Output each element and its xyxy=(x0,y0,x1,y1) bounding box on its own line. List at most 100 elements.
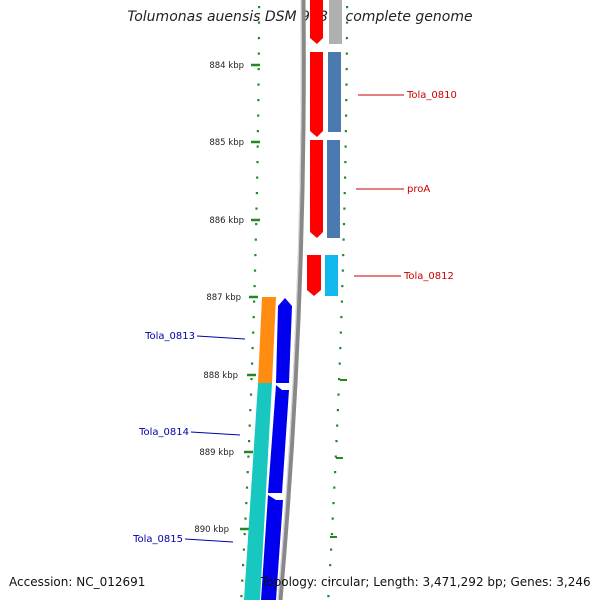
scale-dot xyxy=(345,21,349,24)
scale-dot xyxy=(243,533,246,536)
genome-summary-text: Topology: circular; Length: 3,471,292 bp… xyxy=(261,575,591,589)
plus-strand-cds xyxy=(307,0,323,296)
gene-feature-plus[interactable] xyxy=(307,255,321,296)
scale-ticks: 884 kbp 885 kbp 886 kbp 887 kbp 888 kbp … xyxy=(194,61,347,538)
scale-dot xyxy=(345,83,348,86)
scale-dot xyxy=(344,145,347,148)
scale-tick-label: 884 kbp xyxy=(209,61,244,71)
minus-strand-tracks xyxy=(244,297,292,600)
scale-dot xyxy=(257,52,260,55)
gene-label[interactable]: Tola_0815 xyxy=(132,534,183,545)
callout-line xyxy=(190,431,241,436)
scale-dot xyxy=(337,393,340,396)
scale-dot xyxy=(344,130,347,133)
scale-dot xyxy=(345,37,348,40)
scale-dot xyxy=(241,579,244,582)
scale-dot xyxy=(252,331,255,334)
scale-dot xyxy=(345,52,348,55)
scale-dot xyxy=(247,455,250,458)
scale-dot xyxy=(345,114,348,117)
scale-dot xyxy=(248,424,251,427)
scale-dot xyxy=(254,254,257,257)
scale-dot xyxy=(255,207,258,210)
gene-feature-minus[interactable] xyxy=(268,385,289,493)
scale-tick-label: 888 kbp xyxy=(203,371,238,381)
gene-feature-steelblue[interactable] xyxy=(327,140,340,238)
gene-feature-teal[interactable] xyxy=(244,383,272,600)
gene-feature-plus[interactable] xyxy=(310,52,323,137)
gene-feature-minus[interactable] xyxy=(261,495,283,600)
scale-dot xyxy=(253,269,257,272)
gene-feature-orange[interactable] xyxy=(258,297,276,383)
scale-dot xyxy=(246,471,249,474)
scale-dot xyxy=(240,595,243,598)
gene-label[interactable]: Tola_0813 xyxy=(144,331,195,342)
scale-dot xyxy=(332,502,335,505)
scale-dot xyxy=(251,347,254,350)
callout-line xyxy=(196,335,246,340)
gene-label[interactable]: Tola_0814 xyxy=(138,427,189,438)
gene-feature-gray[interactable] xyxy=(329,0,342,44)
scale-dots-left xyxy=(240,6,261,598)
scale-dot xyxy=(333,486,336,489)
gene-feature-plus[interactable] xyxy=(310,140,323,238)
scale-dot xyxy=(248,440,251,443)
callout-line xyxy=(184,538,234,543)
scale-dot xyxy=(257,37,260,40)
scale-dot xyxy=(327,595,330,598)
scale-dot xyxy=(330,548,333,551)
gene-feature-skyblue[interactable] xyxy=(325,255,338,296)
scale-dot xyxy=(255,223,258,226)
scale-dot xyxy=(256,145,259,148)
scale-dot xyxy=(340,300,343,303)
scale-dot xyxy=(257,99,260,102)
scale-dot xyxy=(329,564,332,567)
scale-dot xyxy=(253,300,256,303)
gene-label[interactable]: proA xyxy=(407,184,430,195)
map-title: Tolumonas auensis DSM 9187, complete gen… xyxy=(127,9,473,25)
scale-tick-label: 887 kbp xyxy=(206,293,241,303)
scale-dot xyxy=(256,176,259,179)
scale-tick-label: 886 kbp xyxy=(209,216,244,226)
gene-feature-steelblue[interactable] xyxy=(328,52,341,132)
scale-dot xyxy=(257,68,260,71)
scale-dot xyxy=(342,223,346,226)
scale-tick-label: 890 kbp xyxy=(194,525,229,535)
gene-label[interactable]: Tola_0810 xyxy=(406,90,457,101)
gene-callout-lines xyxy=(184,94,404,543)
scale-dot xyxy=(336,424,339,427)
scale-dot xyxy=(339,347,342,350)
scale-dot xyxy=(328,579,331,582)
scale-dot xyxy=(244,517,247,520)
scale-dot xyxy=(255,192,258,195)
scale-dot xyxy=(256,130,259,133)
scale-dot xyxy=(341,269,344,272)
gene-feature-minus[interactable] xyxy=(276,298,292,383)
scale-dot xyxy=(331,517,334,520)
scale-dot xyxy=(342,238,345,241)
scale-tick-label: 885 kbp xyxy=(209,138,244,148)
scale-dot xyxy=(249,393,253,396)
scale-dot xyxy=(346,6,349,9)
scale-dot xyxy=(245,502,248,505)
scale-dot xyxy=(256,161,259,164)
scale-dot xyxy=(257,83,260,86)
gene-labels: Tola_0810 proA Tola_0812 Tola_0813 Tola_… xyxy=(132,90,457,545)
companion-track-plus xyxy=(325,0,342,296)
scale-dot xyxy=(330,533,333,536)
scale-dot xyxy=(339,331,342,334)
scale-dot xyxy=(245,486,249,489)
scale-dot xyxy=(341,285,344,288)
scale-dot xyxy=(334,455,337,458)
scale-dot xyxy=(338,378,341,381)
genome-backbone-highlight xyxy=(277,0,302,600)
gene-label[interactable]: Tola_0812 xyxy=(403,271,454,282)
scale-dot xyxy=(345,99,348,102)
gene-feature-plus[interactable] xyxy=(310,0,323,44)
scale-dot xyxy=(343,192,346,195)
scale-dot xyxy=(336,409,339,412)
scale-dot xyxy=(342,254,345,257)
scale-dot xyxy=(338,362,341,365)
scale-dot xyxy=(344,161,347,164)
